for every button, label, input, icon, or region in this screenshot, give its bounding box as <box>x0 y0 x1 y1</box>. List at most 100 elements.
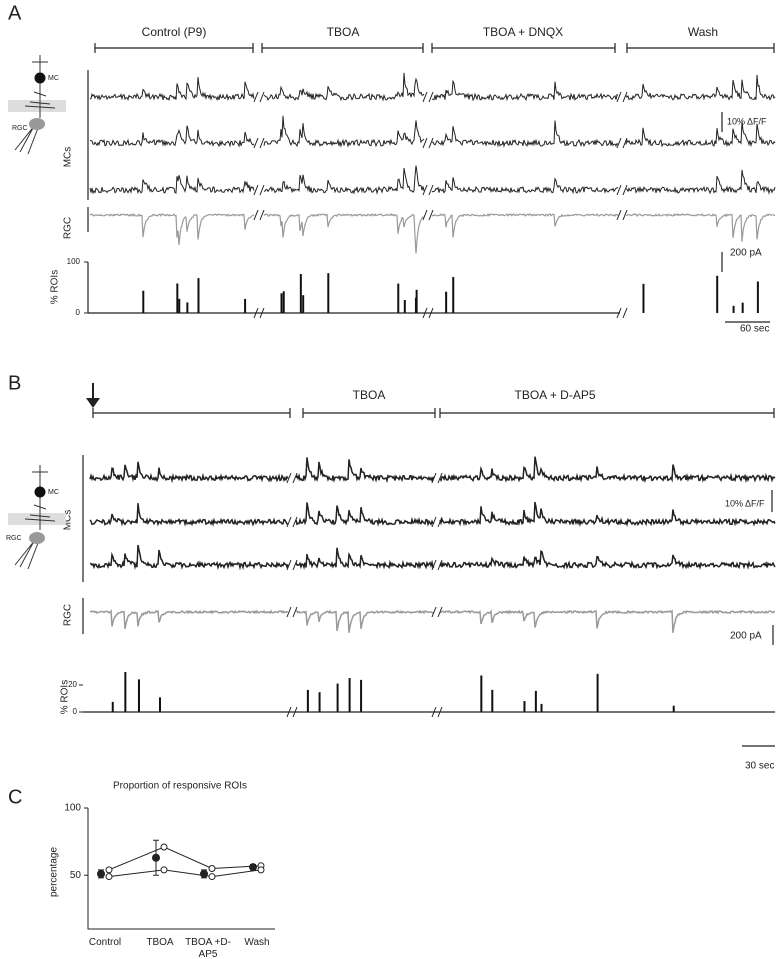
trace <box>89 461 289 484</box>
roi-bar <box>415 289 418 313</box>
trace <box>625 121 776 148</box>
roi-bar <box>306 689 309 712</box>
break-mark <box>286 559 298 571</box>
condition-label: TBOA + DNQX <box>483 25 563 39</box>
condition-label: Control (P9) <box>142 25 207 39</box>
trace <box>89 503 289 527</box>
break-mark <box>422 209 434 221</box>
point <box>97 869 105 878</box>
y-axis-title: percentage <box>49 847 60 897</box>
axis-label: % ROIs <box>60 680 71 714</box>
roi-bar <box>672 705 675 712</box>
scale-label: 10% ΔF/F <box>725 498 765 508</box>
condition-label: TBOA <box>353 388 386 402</box>
trace <box>439 456 776 484</box>
trace <box>89 609 288 630</box>
break-mark <box>286 472 298 484</box>
arrow-head <box>86 398 100 408</box>
panel-label: A <box>8 2 22 24</box>
roi-bar <box>176 283 179 313</box>
break-mark <box>422 91 434 103</box>
trace <box>89 76 255 102</box>
roi-bar <box>158 697 161 712</box>
cartoon <box>8 55 66 570</box>
roi-bar <box>642 283 645 313</box>
trace <box>625 213 776 242</box>
axes <box>82 455 775 713</box>
panel-label: C <box>8 786 22 808</box>
scale-label: 200 pA <box>730 631 762 642</box>
scale-label: 30 sec <box>745 761 774 772</box>
trace <box>431 177 619 195</box>
point <box>249 863 257 872</box>
break-mark <box>431 559 443 571</box>
cartoon-label: RGC <box>12 125 28 132</box>
roi-bar <box>124 672 127 712</box>
break-mark <box>286 516 298 528</box>
break-mark <box>253 209 265 221</box>
trace <box>295 502 435 527</box>
series-line <box>108 869 262 878</box>
series-line <box>108 846 262 871</box>
roi-bar <box>197 278 200 313</box>
scale-bars <box>742 490 775 747</box>
mc-soma <box>34 72 46 84</box>
trace <box>625 169 776 195</box>
trace <box>263 72 425 102</box>
roi-bar <box>137 679 140 712</box>
break-mark <box>431 516 443 528</box>
roi-bar <box>244 298 247 313</box>
break-mark <box>431 606 443 618</box>
trace <box>439 501 776 528</box>
ipl-layer <box>8 100 66 112</box>
break-mark <box>616 307 628 319</box>
y-tick-label: 0 <box>76 308 81 317</box>
roi-bar <box>523 701 526 712</box>
condition-label: TBOA <box>327 25 360 39</box>
axis-label: RGC <box>63 217 74 239</box>
point <box>152 853 160 862</box>
trace <box>439 609 776 633</box>
roi-bar <box>596 673 599 712</box>
roi-bar <box>142 290 145 313</box>
break-mark <box>422 184 434 196</box>
break-mark <box>616 91 628 103</box>
cartoon-label: MC <box>48 75 59 82</box>
axis-label: RGC <box>63 604 74 626</box>
cartoon-label: RGC <box>6 535 22 542</box>
break-mark <box>431 472 443 484</box>
roi-bar <box>186 302 189 313</box>
roi-bar <box>299 274 302 313</box>
y-tick-label: 20 <box>68 680 77 689</box>
y-tick-label: 100 <box>67 257 81 266</box>
axis-label: MCs <box>63 147 74 168</box>
condition-brackets <box>92 408 775 418</box>
x-tick-label: Control <box>88 937 122 948</box>
point <box>208 865 216 872</box>
point <box>160 843 168 851</box>
point <box>257 866 265 874</box>
trace <box>263 115 425 148</box>
neurites <box>14 55 56 155</box>
roi-bar <box>178 298 181 313</box>
trace <box>90 125 255 148</box>
trace <box>431 79 619 102</box>
roi-bar <box>360 679 363 712</box>
x-tick-label: Wash <box>244 937 270 948</box>
roi-bar <box>282 291 285 313</box>
x-tick-label: TBOA +D-AP5 <box>185 937 231 959</box>
y-tick-label: 100 <box>64 803 81 814</box>
trace <box>89 175 255 195</box>
roi-bar <box>302 295 305 313</box>
roi-bar <box>348 678 351 712</box>
break-mark <box>253 91 265 103</box>
rgc-soma <box>29 532 45 544</box>
condition-brackets <box>94 43 775 53</box>
layout <box>82 43 775 747</box>
break-mark <box>422 137 434 149</box>
roi-bar <box>280 293 283 313</box>
roi-bar <box>111 701 114 712</box>
ipl-layer <box>8 513 66 525</box>
